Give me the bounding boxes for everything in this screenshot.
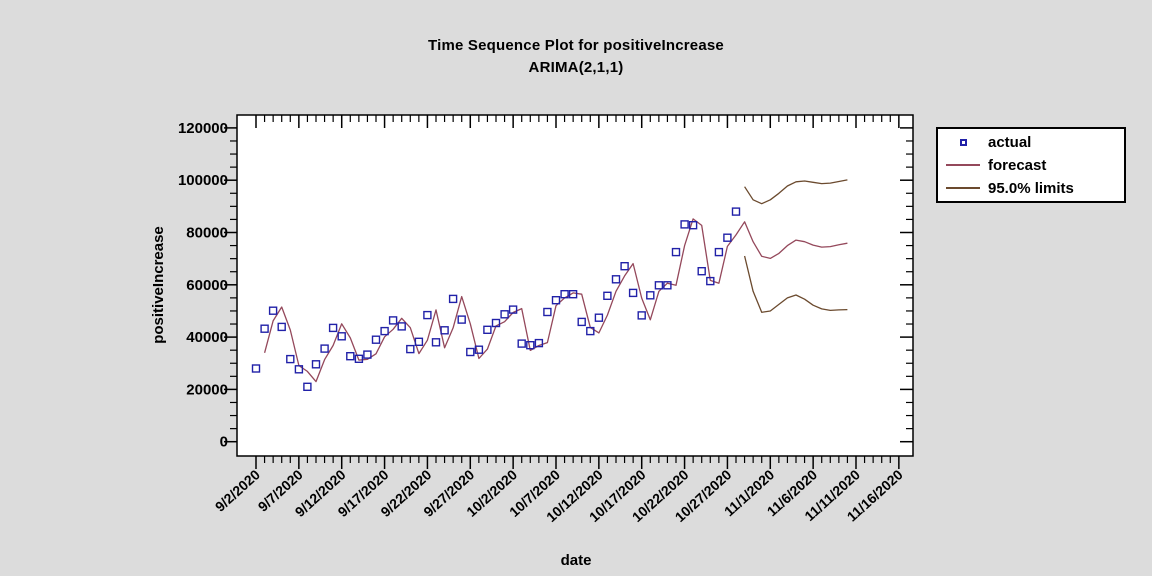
actual-point-marker (568, 290, 578, 299)
actual-point-marker (543, 307, 552, 317)
legend-item-forecast: forecast (938, 155, 1124, 175)
actual-point-marker (517, 339, 526, 348)
actual-point-marker (663, 281, 672, 290)
actual-point-marker (260, 324, 269, 333)
actual-point-marker (320, 344, 329, 353)
actual-point-marker (380, 326, 389, 336)
actual-point-marker (423, 310, 432, 320)
actual-point-marker (637, 311, 646, 320)
actual-point-marker (303, 382, 312, 391)
actual-marker-icon (938, 138, 988, 146)
actual-point-marker (723, 233, 732, 242)
actual-point-marker (251, 364, 261, 373)
actual-point-marker (440, 326, 449, 335)
actual-point-marker (388, 316, 398, 325)
y-tick-label: 40000 (186, 329, 228, 346)
y-tick-label: 60000 (186, 277, 228, 294)
actual-point-marker (706, 276, 715, 286)
actual-point-marker (534, 338, 544, 348)
actual-point-marker (508, 305, 518, 314)
actual-point-marker (603, 291, 612, 300)
actual-point-marker (594, 313, 604, 322)
actual-point-marker (646, 291, 655, 300)
x-tick-label: 9/2/2020 (212, 466, 263, 514)
legend-label: actual (988, 133, 1032, 151)
legend-label: forecast (988, 156, 1047, 174)
actual-point-marker (371, 335, 381, 344)
forecast-line-icon (938, 164, 988, 166)
actual-point-marker (688, 220, 698, 230)
chart-subtitle: ARIMA(2,1,1) (528, 59, 624, 76)
y-tick-label: 100000 (178, 172, 228, 189)
actual-point-marker (620, 262, 629, 271)
y-tick-label: 20000 (186, 381, 228, 398)
series-95-0-limits-lower (743, 255, 848, 313)
actual-point-marker (611, 275, 621, 284)
actual-point-marker (671, 247, 681, 257)
actual-point-marker (483, 325, 492, 334)
actual-point-marker (714, 247, 724, 257)
actual-point-marker (680, 220, 689, 229)
y-tick-label: 120000 (178, 120, 228, 137)
y-tick-label: 0 (220, 434, 228, 451)
actual-point-marker (337, 332, 346, 341)
actual-point-marker (268, 306, 278, 315)
actual-point-marker (526, 341, 535, 350)
actual-point-marker (457, 315, 466, 324)
y-tick-label: 80000 (186, 225, 228, 242)
actual-point-marker (586, 326, 595, 336)
actual-point-marker (311, 360, 321, 369)
actual-point-marker (286, 354, 295, 364)
actual-point-marker (363, 350, 372, 359)
actual-point-marker (628, 288, 638, 298)
actual-point-marker (277, 322, 286, 332)
actual-point-marker (654, 281, 664, 290)
actual-point-marker (731, 207, 741, 216)
actual-point-marker (354, 354, 364, 363)
actual-point-marker (474, 345, 484, 354)
actual-point-marker (697, 267, 706, 276)
x-axis-title: date (560, 552, 592, 569)
actual-point-marker (500, 310, 509, 319)
limits-line-icon (938, 187, 988, 189)
actual-point-marker (551, 296, 561, 305)
actual-point-marker (466, 347, 475, 357)
actual-point-marker (448, 294, 458, 304)
series-95-0-limits-upper (744, 179, 848, 205)
actual-point-marker (431, 338, 441, 347)
actual-point-marker (491, 318, 501, 328)
legend-item-limits: 95.0% limits (938, 178, 1124, 198)
legend-item-actual: actual (938, 132, 1124, 152)
actual-point-marker (406, 344, 415, 354)
actual-point-marker (328, 323, 338, 333)
legend: actual forecast 95.0% limits (936, 127, 1126, 203)
actual-point-marker (560, 290, 569, 299)
actual-point-marker (294, 365, 304, 374)
legend-label: 95.0% limits (988, 179, 1074, 197)
actual-point-marker (414, 337, 424, 346)
plot-panel (236, 114, 914, 457)
actual-point-marker (577, 317, 586, 327)
chart-title: Time Sequence Plot for positiveIncrease (428, 37, 724, 54)
actual-point-marker (397, 322, 406, 331)
actual-point-marker (346, 352, 355, 361)
